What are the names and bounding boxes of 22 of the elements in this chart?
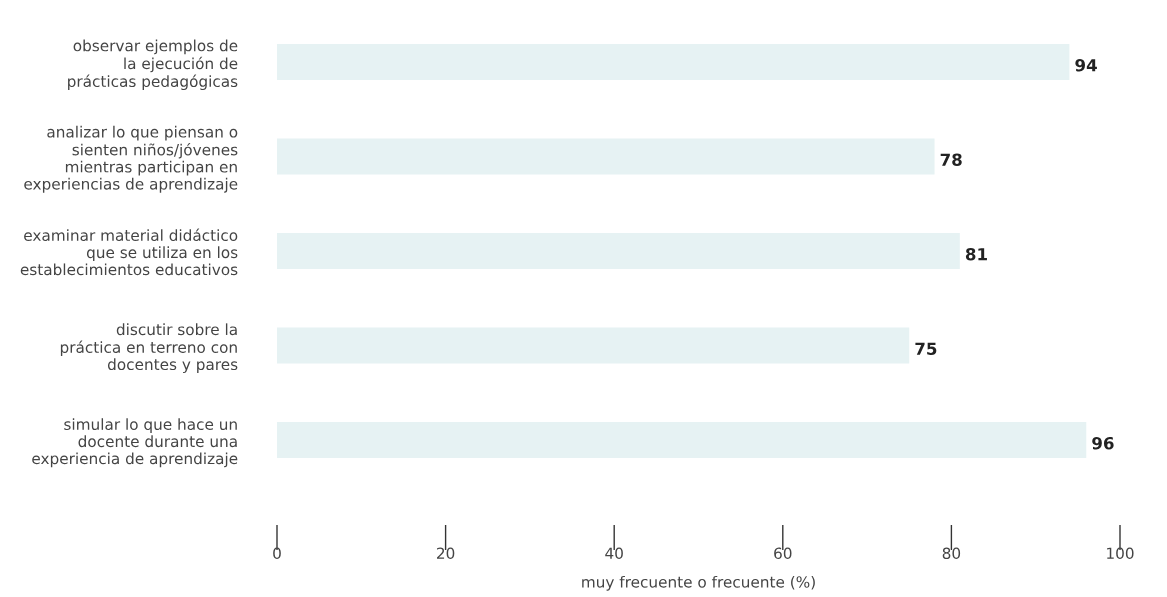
x-tick-label: 40 <box>605 547 623 560</box>
data-label: 81 <box>965 247 987 261</box>
x-tick-label: 80 <box>942 547 961 560</box>
y-tick-label: discutir sobre la práctica en terreno con docentes y pares <box>60 323 238 374</box>
y-tick-label: examinar material didáctico que se utiliza en los establecimientos educativos <box>20 228 238 276</box>
x-tick-label: 60 <box>774 547 792 560</box>
data-label: 75 <box>915 342 937 356</box>
x-tick-label: 100 <box>1107 547 1134 560</box>
bar <box>277 327 910 364</box>
bar <box>277 44 1070 80</box>
x-tick-label: 0 <box>273 547 281 560</box>
data-label: 78 <box>940 153 962 167</box>
data-label: 96 <box>1092 436 1114 450</box>
x-axis-title: muy frecuente o frecuente (%) <box>582 575 815 591</box>
x-tick-label: 20 <box>437 547 455 560</box>
bar <box>277 138 935 175</box>
y-tick-label: analizar lo que piensan o sienten niños/jóvenes mientras participan en experiencias de aprendizaje <box>24 125 238 193</box>
bar <box>277 233 960 269</box>
bar <box>277 422 1087 458</box>
y-tick-label: observar ejemplos de la ejecución de prácticas pedagógicas <box>68 39 238 91</box>
data-label: 94 <box>1075 58 1097 72</box>
y-tick-label: simular lo que hace un docente durante una experiencia de aprendizaje <box>32 418 238 468</box>
